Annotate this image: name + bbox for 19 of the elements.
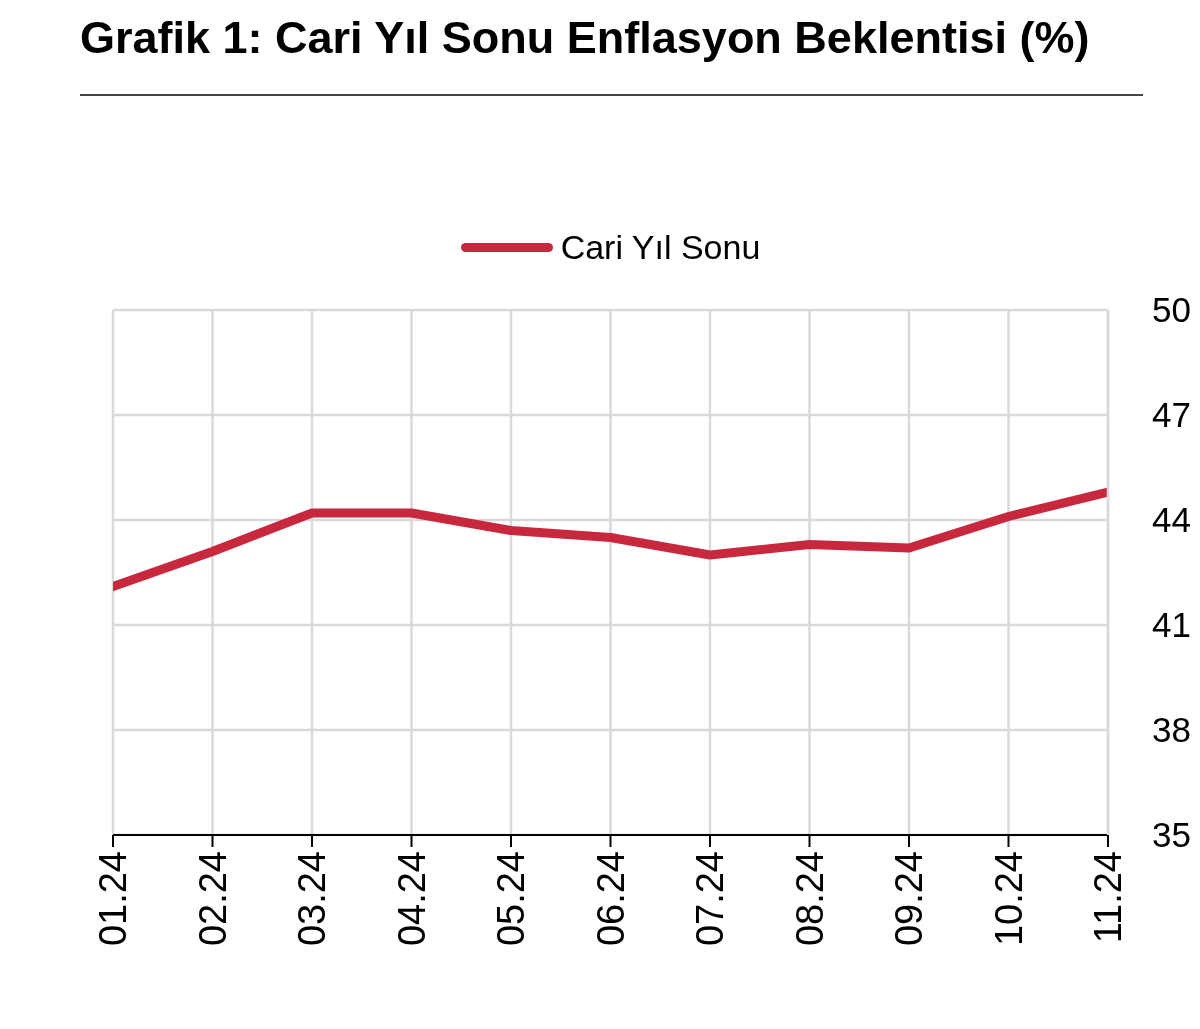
x-tick-label: 05.24: [490, 851, 532, 947]
x-tick-label: 06.24: [589, 851, 632, 947]
y-tick-label: 38: [1152, 710, 1191, 750]
y-tick-label: 50: [1152, 290, 1191, 330]
y-tick-label: 47: [1152, 395, 1191, 435]
y-tick-label: 44: [1152, 500, 1191, 540]
x-tick-label: 03.24: [291, 851, 333, 947]
x-tick-label: 10.24: [987, 851, 1030, 947]
x-tick-label: 09.24: [888, 851, 930, 947]
y-tick-label: 35: [1152, 815, 1191, 855]
x-tick-label: 11.24: [1087, 851, 1129, 944]
x-tick-label: 01.24: [92, 851, 134, 947]
x-tick-label: 04.24: [390, 851, 433, 947]
x-tick-label: 08.24: [788, 851, 831, 947]
chart-title: Grafik 1: Cari Yıl Sonu Enflasyon Beklentisi (%): [80, 12, 1090, 64]
x-tick-label: 07.24: [689, 851, 731, 947]
legend-label: Cari Yıl Sonu: [560, 228, 761, 267]
x-tick-label: 02.24: [191, 851, 234, 947]
y-tick-label: 41: [1152, 605, 1191, 645]
